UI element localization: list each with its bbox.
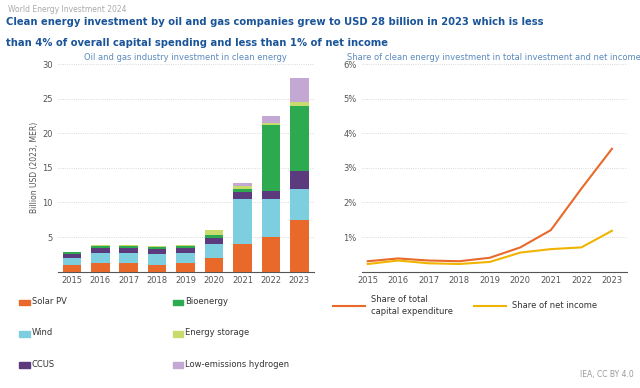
Bar [262, 191, 280, 199]
Bar [205, 238, 223, 244]
Bar [205, 235, 223, 238]
Bar [205, 230, 223, 235]
Bar [290, 102, 308, 106]
Text: Fuel supply: Fuel supply [524, 4, 587, 14]
Bar [120, 248, 138, 253]
Bar [148, 246, 166, 247]
Bar [19, 300, 30, 305]
Bar [177, 244, 195, 246]
Bar [173, 362, 184, 368]
Bar [91, 263, 109, 272]
Text: Bioenergy: Bioenergy [185, 297, 228, 306]
Bar [63, 251, 81, 252]
Bar [290, 171, 308, 189]
Bar [233, 192, 252, 199]
Bar [91, 246, 109, 248]
Bar [91, 253, 109, 263]
Title: Share of clean energy investment in total investment and net income: Share of clean energy investment in tota… [348, 53, 640, 62]
Bar [290, 189, 308, 220]
Text: Clean energy investment by oil and gas companies grew to USD 28 billion in 2023 : Clean energy investment by oil and gas c… [6, 17, 544, 28]
Bar [233, 189, 252, 192]
Bar [120, 246, 138, 248]
Bar [120, 263, 138, 272]
Bar [205, 258, 223, 272]
Bar [177, 253, 195, 263]
Text: Solar PV: Solar PV [31, 297, 67, 306]
Bar [233, 199, 252, 244]
Bar [120, 253, 138, 263]
Text: CCUS: CCUS [31, 360, 54, 369]
Bar [148, 265, 166, 272]
Bar [233, 244, 252, 272]
Bar [19, 331, 30, 337]
Text: Share of net income: Share of net income [512, 301, 597, 310]
Bar [177, 246, 195, 248]
Bar [91, 244, 109, 246]
Title: Oil and gas industry investment in clean energy: Oil and gas industry investment in clean… [84, 53, 287, 62]
Bar [148, 254, 166, 265]
Bar [19, 362, 30, 368]
Bar [262, 199, 280, 237]
Bar [173, 300, 184, 305]
Bar [63, 265, 81, 272]
Text: than 4% of overall capital spending and less than 1% of net income: than 4% of overall capital spending and … [6, 38, 388, 48]
Bar [233, 187, 252, 189]
Bar [233, 183, 252, 187]
Bar [177, 263, 195, 272]
Text: IEA, CC BY 4.0: IEA, CC BY 4.0 [580, 370, 634, 379]
Bar [262, 123, 280, 125]
Bar [262, 237, 280, 272]
Bar [262, 125, 280, 191]
Bar [173, 331, 184, 337]
Text: World Energy Investment 2024: World Energy Investment 2024 [8, 5, 126, 14]
Bar [290, 78, 308, 102]
Bar [63, 252, 81, 254]
Y-axis label: Billion USD (2023, MER): Billion USD (2023, MER) [30, 122, 39, 213]
Bar [262, 116, 280, 123]
Bar [120, 245, 138, 246]
Bar [91, 248, 109, 253]
Bar [177, 248, 195, 253]
Text: Share of total
capital expenditure: Share of total capital expenditure [371, 296, 453, 315]
Bar [290, 220, 308, 272]
Bar [290, 106, 308, 171]
Text: Energy storage: Energy storage [185, 328, 250, 337]
Bar [148, 247, 166, 249]
Bar [148, 249, 166, 254]
Text: Wind: Wind [31, 328, 52, 337]
Text: Low-emissions hydrogen: Low-emissions hydrogen [185, 360, 289, 369]
Bar [63, 254, 81, 258]
Bar [205, 244, 223, 258]
Bar [63, 258, 81, 265]
